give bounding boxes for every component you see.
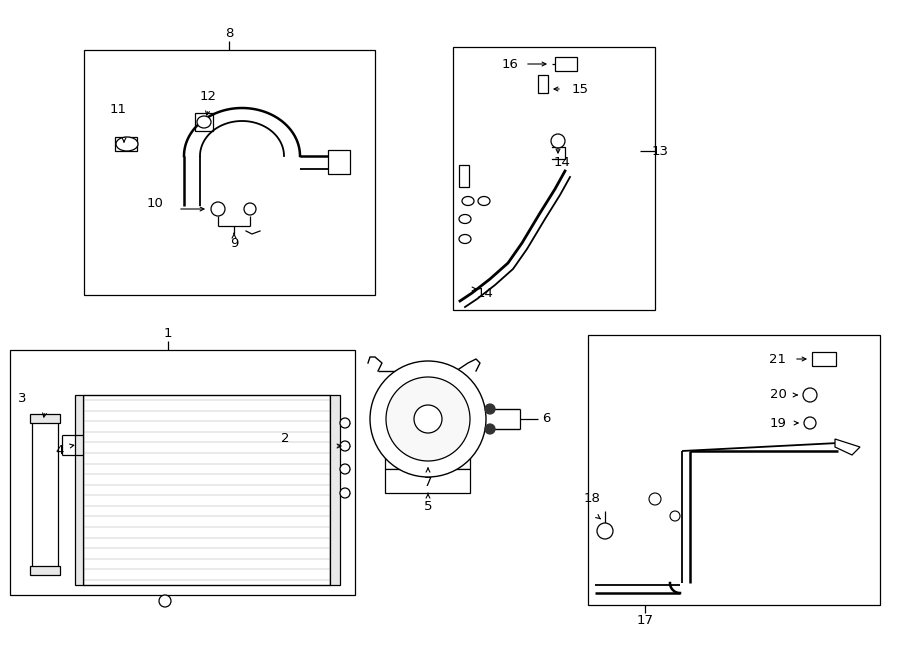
Text: 14: 14 <box>554 157 571 169</box>
Text: 18: 18 <box>583 492 600 506</box>
Text: 9: 9 <box>230 237 238 249</box>
Circle shape <box>414 405 442 433</box>
Circle shape <box>340 488 350 498</box>
Text: 5: 5 <box>424 500 432 512</box>
Ellipse shape <box>459 235 471 243</box>
Bar <box>459 165 469 187</box>
Bar <box>115 137 137 151</box>
Bar <box>328 150 350 174</box>
Text: 16: 16 <box>501 58 518 71</box>
Text: 8: 8 <box>225 26 233 40</box>
Text: 10: 10 <box>147 196 164 210</box>
Text: 15: 15 <box>572 83 589 95</box>
Ellipse shape <box>116 137 138 151</box>
Circle shape <box>670 511 680 521</box>
Circle shape <box>370 361 486 477</box>
Circle shape <box>485 424 495 434</box>
Text: 14: 14 <box>477 286 493 299</box>
Bar <box>83 395 330 585</box>
Bar <box>588 335 880 605</box>
Bar <box>10 350 355 595</box>
Circle shape <box>597 523 613 539</box>
Ellipse shape <box>462 196 474 206</box>
Bar <box>453 47 655 310</box>
Ellipse shape <box>197 116 211 128</box>
Circle shape <box>340 464 350 474</box>
Bar <box>555 57 577 71</box>
Circle shape <box>159 595 171 607</box>
Text: 3: 3 <box>18 393 26 405</box>
Text: 17: 17 <box>636 615 653 627</box>
Bar <box>32 419 58 571</box>
Text: 20: 20 <box>770 389 787 401</box>
Circle shape <box>244 203 256 215</box>
Text: 2: 2 <box>281 432 289 446</box>
Bar <box>385 469 470 493</box>
Polygon shape <box>835 439 860 455</box>
Bar <box>30 414 60 423</box>
Circle shape <box>211 202 225 216</box>
Bar <box>385 447 470 469</box>
Text: 11: 11 <box>110 102 127 116</box>
Text: 13: 13 <box>652 145 669 157</box>
Bar <box>330 395 340 585</box>
Text: 7: 7 <box>424 477 432 490</box>
Circle shape <box>340 418 350 428</box>
Bar <box>75 395 83 585</box>
Ellipse shape <box>459 215 471 223</box>
Text: 21: 21 <box>770 352 787 366</box>
Circle shape <box>340 441 350 451</box>
Bar <box>195 113 213 131</box>
Text: 12: 12 <box>200 89 217 102</box>
Circle shape <box>804 417 816 429</box>
Text: 4: 4 <box>56 444 64 457</box>
Text: 6: 6 <box>542 412 551 426</box>
Text: 1: 1 <box>164 327 172 340</box>
Circle shape <box>649 493 661 505</box>
Circle shape <box>803 388 817 402</box>
Bar <box>30 566 60 575</box>
Bar <box>538 75 548 93</box>
Circle shape <box>551 134 565 148</box>
Bar <box>84 50 375 295</box>
Circle shape <box>485 404 495 414</box>
Circle shape <box>386 377 470 461</box>
Ellipse shape <box>478 196 490 206</box>
Bar <box>812 352 836 366</box>
Text: 19: 19 <box>770 416 787 430</box>
